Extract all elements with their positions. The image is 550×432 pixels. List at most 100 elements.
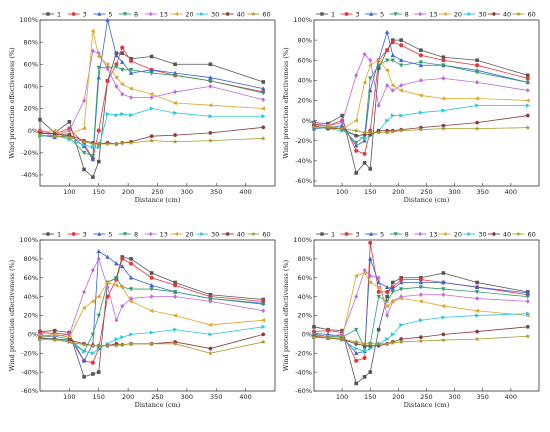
series-8 (311, 58, 530, 146)
data-point (525, 325, 530, 329)
data-point (441, 63, 446, 68)
data-point (475, 103, 480, 108)
data-point (261, 97, 266, 103)
legend-item: 60 (512, 230, 536, 238)
plot-frame (39, 19, 276, 187)
data-point (149, 275, 154, 280)
data-point (384, 68, 389, 73)
legend-label: 8 (405, 10, 409, 18)
data-point (90, 299, 95, 304)
data-point (362, 138, 367, 143)
x-tick-label: 100 (63, 393, 75, 401)
data-point (525, 73, 530, 78)
data-point (96, 128, 101, 133)
data-point (149, 106, 154, 111)
data-point (385, 336, 390, 342)
y-tick-label: 60% (24, 60, 38, 68)
data-point (208, 62, 213, 67)
series-line (313, 313, 528, 352)
x-tick-label: 150 (364, 188, 376, 196)
data-point (172, 100, 177, 106)
data-point (81, 342, 87, 347)
legend-label: 30 (211, 10, 219, 18)
data-point (149, 67, 154, 72)
legend-label: 40 (237, 230, 245, 238)
legend: 1 3 5 8 13 20 30 40 60 (42, 230, 271, 238)
y-tick-label: 100% (19, 236, 38, 244)
series-30 (312, 311, 531, 354)
series-8 (37, 64, 266, 159)
legend-item: 40 (487, 10, 511, 18)
data-point (354, 143, 359, 148)
data-point (354, 72, 359, 78)
data-point (114, 275, 119, 281)
data-point (475, 313, 480, 318)
data-point (390, 40, 395, 45)
legend-marker (442, 231, 447, 237)
data-point (128, 68, 134, 73)
data-point (105, 78, 110, 83)
data-point (362, 130, 368, 135)
data-point (441, 58, 446, 63)
data-point (390, 280, 395, 285)
data-point (208, 114, 213, 119)
data-point (384, 29, 390, 34)
legend-item: 3 (67, 10, 87, 18)
data-point (129, 95, 134, 100)
legend: 1 3 5 8 13 20 30 40 60 (316, 230, 536, 238)
data-point (441, 76, 446, 81)
y-tick-label: 40% (24, 83, 38, 91)
series-line (313, 272, 528, 339)
legend-marker (200, 231, 205, 237)
data-point (260, 106, 266, 111)
series-line (313, 335, 528, 345)
data-point (81, 139, 87, 144)
data-point (474, 336, 480, 342)
legend-marker (148, 231, 153, 237)
data-point (419, 110, 424, 115)
series-line (39, 257, 264, 337)
legend-marker (467, 231, 472, 237)
data-point (91, 372, 95, 376)
data-point (325, 335, 331, 341)
legend-item: 20 (170, 10, 194, 18)
data-point (82, 289, 87, 295)
data-point (384, 130, 390, 135)
legend-item: 8 (119, 10, 138, 18)
data-point (362, 161, 367, 165)
legend-item: 1 (316, 230, 335, 238)
data-point (129, 261, 134, 266)
legend-item: 60 (247, 10, 271, 18)
data-point (399, 38, 403, 42)
legend-marker (442, 11, 447, 17)
data-point (66, 134, 72, 140)
data-point (105, 17, 110, 22)
data-point (173, 62, 177, 67)
series-line (39, 338, 264, 354)
data-point (261, 86, 266, 91)
data-point (261, 91, 266, 96)
data-point (96, 248, 101, 254)
data-point (339, 123, 345, 128)
data-point (129, 332, 134, 337)
y-tick-label: 40% (24, 293, 38, 301)
data-point (149, 91, 154, 97)
series-60 (37, 132, 266, 146)
legend-marker (251, 11, 256, 16)
data-point (525, 311, 531, 316)
data-point (129, 56, 133, 61)
data-point (362, 346, 367, 351)
data-point (105, 294, 110, 299)
y-tick-label: 60% (298, 274, 312, 282)
y-tick-label: -60% (295, 177, 312, 185)
data-point (362, 151, 367, 156)
data-point (475, 63, 480, 68)
series-line (39, 108, 264, 148)
series-line (39, 277, 264, 352)
data-point (261, 308, 266, 314)
data-point (90, 343, 96, 348)
data-point (96, 313, 101, 318)
legend-marker (491, 232, 496, 236)
data-point (312, 325, 316, 329)
data-point (96, 65, 101, 70)
